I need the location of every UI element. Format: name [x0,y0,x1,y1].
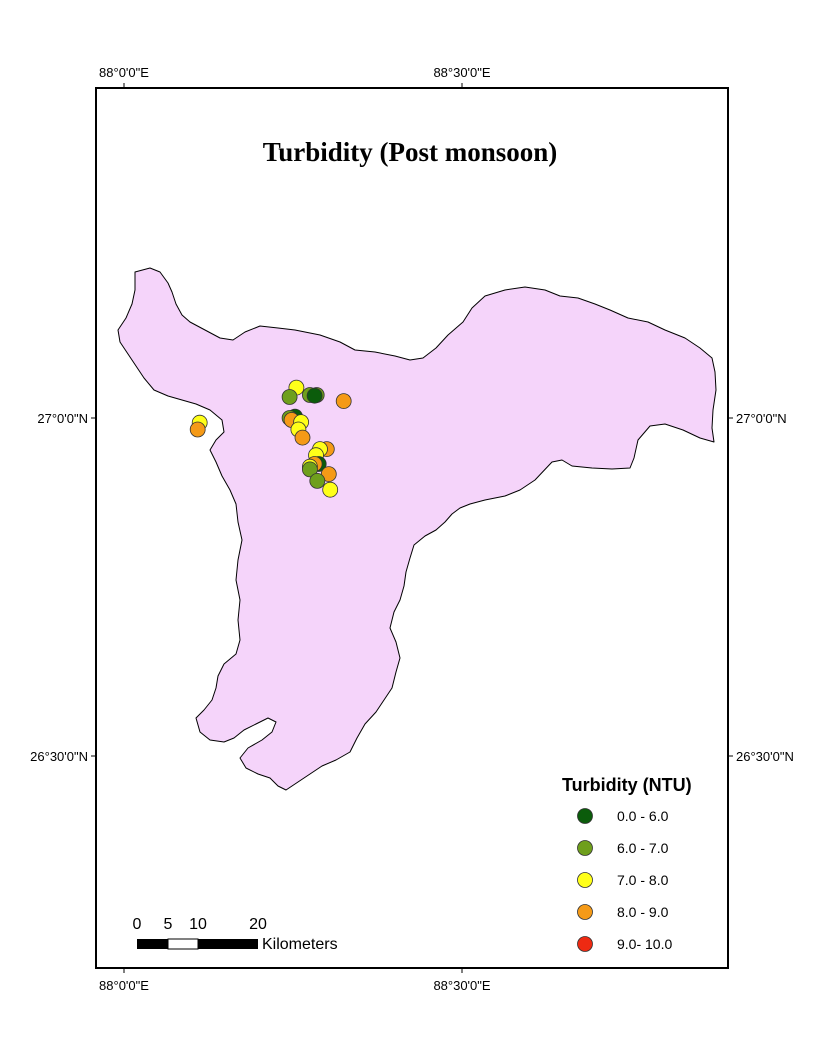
legend-symbol-3 [577,872,593,888]
scale-segment-1 [137,939,168,949]
legend-label-2: 6.0 - 7.0 [617,840,669,856]
sample-points-layer [189,379,352,498]
sample-point-6 [335,393,352,410]
legend-symbol-2 [577,840,593,856]
legend: Turbidity (NTU) 0.0 - 6.0 6.0 - 7.0 7.0 - … [562,775,692,952]
legend-symbol-4 [577,904,593,920]
graticule-label-bottom-west: 88°0'0"E [99,978,149,993]
legend-label-4: 8.0 - 9.0 [617,904,669,920]
graticule-label-bottom-east: 88°30'0"E [433,978,490,993]
scale-tick-10: 10 [189,916,207,933]
legend-label-3: 7.0 - 8.0 [617,872,669,888]
scale-unit: Kilometers [262,936,338,953]
scale-tick-0: 0 [133,916,142,933]
legend-symbol-5 [577,936,593,952]
legend-label-5: 9.0- 10.0 [617,936,672,952]
scale-tick-20: 20 [249,916,267,933]
sample-point-4 [306,387,323,404]
graticule-label-right-south: 26°30'0"N [736,749,794,764]
graticule-label-left-north: 27°0'0"N [37,411,88,426]
scale-segment-3 [198,939,258,949]
sample-point-24 [322,481,339,498]
graticule-label-right-north: 27°0'0"N [736,411,787,426]
sample-point-23 [309,472,326,489]
map-title: Turbidity (Post monsoon) [263,137,558,167]
sample-point-5 [281,389,298,405]
graticule-label-left-south: 26°30'0"N [30,749,88,764]
graticule-label-top-east: 88°30'0"E [433,65,490,80]
scale-bar: 0 5 10 20 Kilometers [133,916,338,953]
legend-symbol-1 [577,808,593,824]
sample-point-12 [294,429,311,446]
legend-label-1: 0.0 - 6.0 [617,808,669,824]
graticule-ticks [91,83,733,973]
scale-tick-5: 5 [164,916,173,933]
sample-point-14 [189,421,206,438]
sample-point-21 [301,461,318,478]
scale-segment-2 [167,938,199,950]
legend-title: Turbidity (NTU) [562,775,692,795]
graticule-label-top-west: 88°0'0"E [99,65,149,80]
study-area-polygon [117,267,717,791]
